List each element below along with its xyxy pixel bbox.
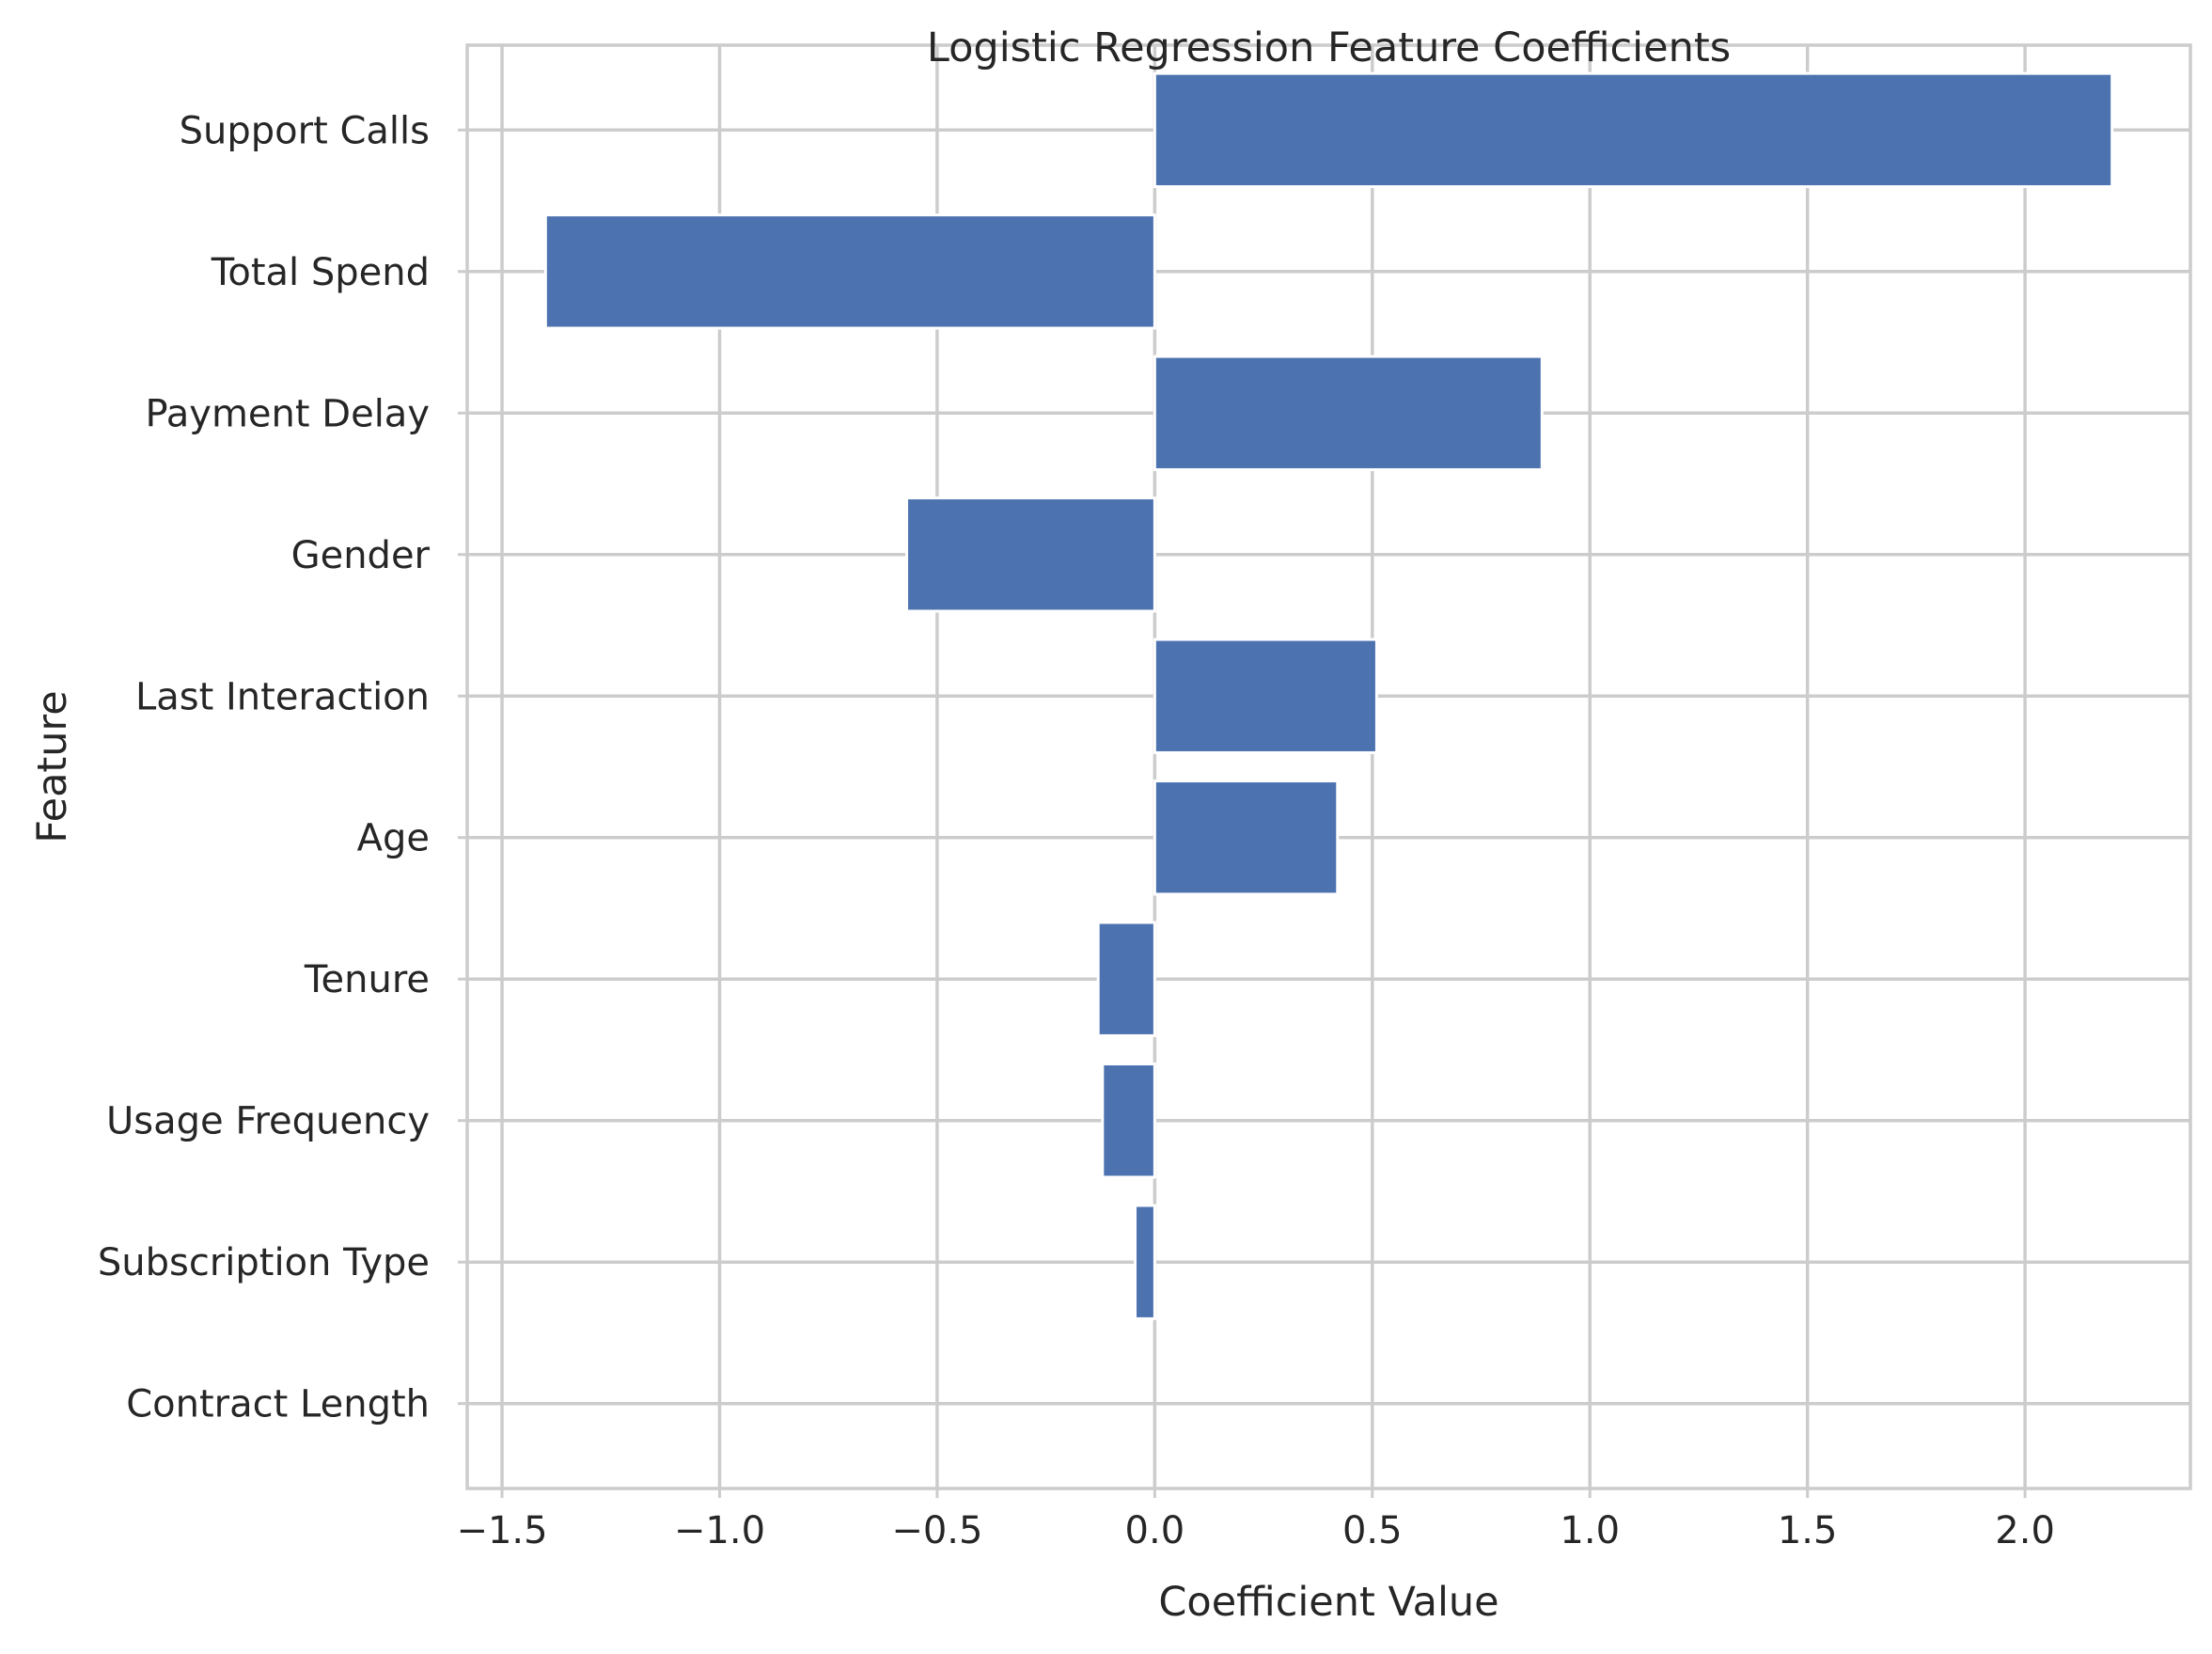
x-tick-label: 1.0 — [1560, 1509, 1620, 1552]
bar — [1153, 780, 1340, 896]
x-tick-label: 1.5 — [1778, 1509, 1838, 1552]
y-tick-label: Total Spend — [211, 251, 430, 294]
y-tick-label: Payment Delay — [145, 392, 430, 435]
y-tick-label: Subscription Type — [98, 1241, 430, 1284]
plot-spines — [465, 43, 2192, 1490]
chart-title: Logistic Regression Feature Coefficients — [927, 24, 1731, 71]
y-tick-label: Contract Length — [126, 1383, 430, 1426]
y-tick-label: Age — [357, 817, 430, 860]
x-axis-label: Coefficient Value — [1158, 1579, 1498, 1626]
tick-labels: −1.5 −1.0 −0.5 0.0 0.5 1.0 1.5 2.0 Support Calls… — [98, 109, 2055, 1552]
x-tick-label: −1.0 — [674, 1509, 765, 1552]
bar — [1153, 71, 2114, 188]
bar — [1153, 638, 1378, 754]
y-tick-label: Usage Frequency — [106, 1100, 430, 1143]
y-tick-label: Gender — [291, 534, 431, 577]
bar — [905, 496, 1156, 613]
y-tick-label: Tenure — [304, 958, 430, 1001]
bars-layer — [543, 71, 2114, 1320]
x-tick-label: 0.0 — [1125, 1509, 1185, 1552]
x-tick-label: −1.5 — [456, 1509, 547, 1552]
bar — [1101, 1063, 1156, 1179]
x-tick-label: 2.0 — [1995, 1509, 2055, 1552]
bar — [1153, 354, 1544, 471]
bar — [543, 213, 1156, 330]
bar — [1096, 921, 1156, 1037]
x-tick-label: 0.5 — [1342, 1509, 1403, 1552]
y-tick-label: Last Interaction — [135, 675, 430, 718]
y-axis-label: Feature — [29, 690, 76, 843]
bar — [1134, 1204, 1156, 1320]
plot-frame — [465, 43, 2192, 1490]
x-tick-label: −0.5 — [891, 1509, 982, 1552]
y-tick-label: Support Calls — [180, 109, 430, 152]
